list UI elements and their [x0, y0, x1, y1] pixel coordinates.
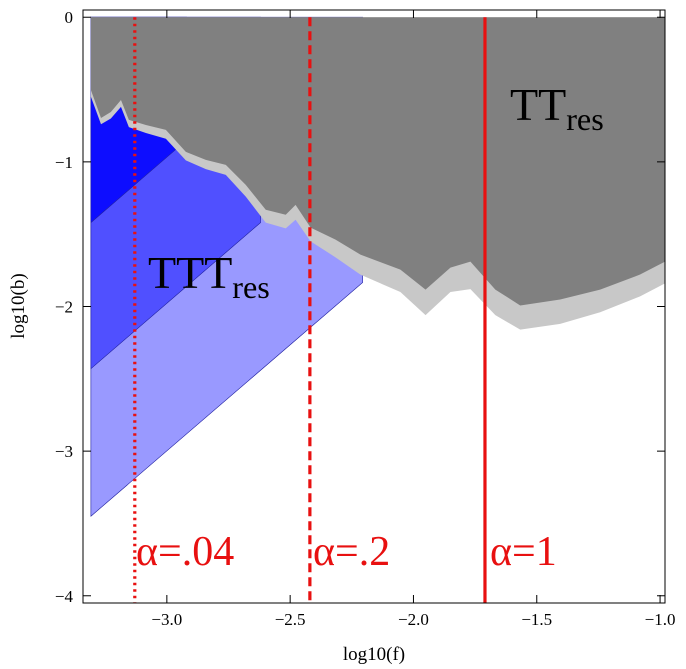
annotation-text: α=.04: [136, 529, 234, 575]
y-axis-label: log10(b): [8, 273, 29, 338]
x-tick-label: −2.0: [398, 610, 429, 629]
y-tick-label: −2: [55, 298, 73, 317]
y-tick-label: −4: [55, 587, 74, 606]
y-tick-label: 0: [65, 8, 74, 27]
x-axis-label: log10(f): [343, 644, 405, 665]
x-tick-label: −3.0: [151, 610, 182, 629]
annotation-text: α=.2: [313, 529, 390, 575]
annotation: α=1: [490, 529, 557, 575]
x-tick-label: −1.0: [645, 610, 676, 629]
annotation-text: TTT: [148, 247, 232, 298]
x-tick-label: −2.5: [275, 610, 306, 629]
annotation: TTTres: [148, 247, 270, 305]
annotation: α=.04: [136, 529, 234, 575]
annotation-subscript: res: [566, 101, 604, 137]
x-tick-label: −1.5: [521, 610, 552, 629]
y-tick-label: −3: [55, 442, 73, 461]
annotation: α=.2: [313, 529, 390, 575]
annotation-text: TT: [510, 79, 566, 130]
annotation: TTres: [510, 79, 604, 137]
region: [90, 17, 665, 306]
y-tick-label: −1: [55, 153, 73, 172]
annotation-text: α=1: [490, 529, 557, 575]
annotation-subscript: res: [232, 269, 270, 305]
